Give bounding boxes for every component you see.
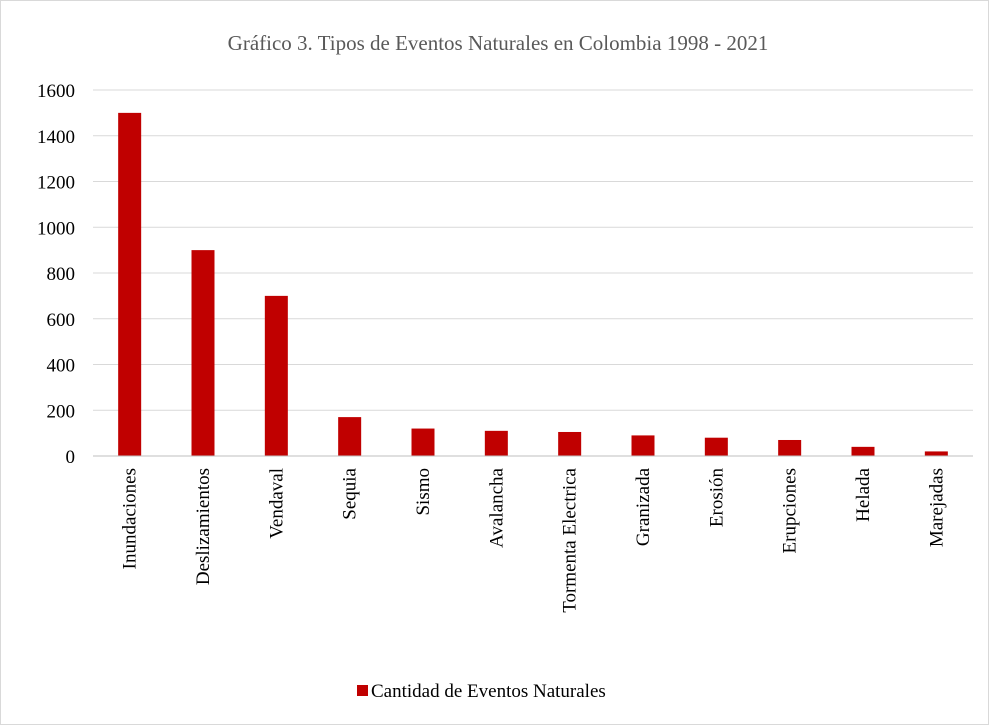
legend: Cantidad de Eventos Naturales: [357, 681, 606, 702]
x-category-label: Marejadas: [926, 468, 947, 547]
bar: [778, 439, 802, 456]
legend-swatch: [357, 685, 368, 696]
bars: [118, 112, 948, 456]
y-tick-label: 1200: [37, 173, 75, 194]
x-category-label: Avalancha: [486, 467, 507, 547]
y-tick-label: 600: [47, 310, 76, 331]
y-tick-label: 200: [47, 401, 76, 422]
bar: [264, 295, 288, 456]
x-category-label: Tormenta Electrica: [560, 467, 581, 612]
bar: [191, 250, 215, 456]
x-category-label: Deslizamientos: [193, 468, 214, 585]
bar: [704, 437, 728, 456]
x-category-label: Sequia: [340, 467, 361, 519]
chart-title: Gráfico 3. Tipos de Eventos Naturales en…: [228, 31, 769, 55]
x-category-label: Erupciones: [780, 468, 801, 553]
x-category-label: Inundaciones: [120, 468, 141, 569]
x-category-label: Sismo: [413, 468, 434, 516]
y-tick-label: 1600: [37, 81, 75, 102]
x-axis-categories: Inundaciones Deslizamientos Vendaval Sequia…: [120, 467, 948, 612]
bar: [558, 431, 582, 456]
bar: [411, 428, 435, 456]
y-tick-label: 800: [47, 264, 76, 285]
bar: [631, 435, 655, 456]
legend-label: Cantidad de Eventos Naturales: [371, 681, 606, 702]
bar: [484, 430, 508, 456]
bar: [338, 417, 362, 456]
bar: [851, 446, 875, 456]
x-category-label: Helada: [853, 467, 874, 521]
y-axis-ticks: 0 200 400 600 800 1000 1200 1400 1600: [37, 81, 75, 468]
gridlines: [93, 89, 973, 411]
x-category-label: Vendaval: [266, 468, 287, 539]
bar: [118, 112, 142, 456]
x-category-label: Granizada: [633, 467, 654, 546]
x-category-label: Erosión: [706, 468, 727, 528]
bar: [924, 451, 948, 456]
y-tick-label: 1400: [37, 127, 75, 148]
y-tick-label: 0: [66, 447, 76, 468]
y-tick-label: 400: [47, 356, 76, 377]
y-tick-label: 1000: [37, 218, 75, 239]
